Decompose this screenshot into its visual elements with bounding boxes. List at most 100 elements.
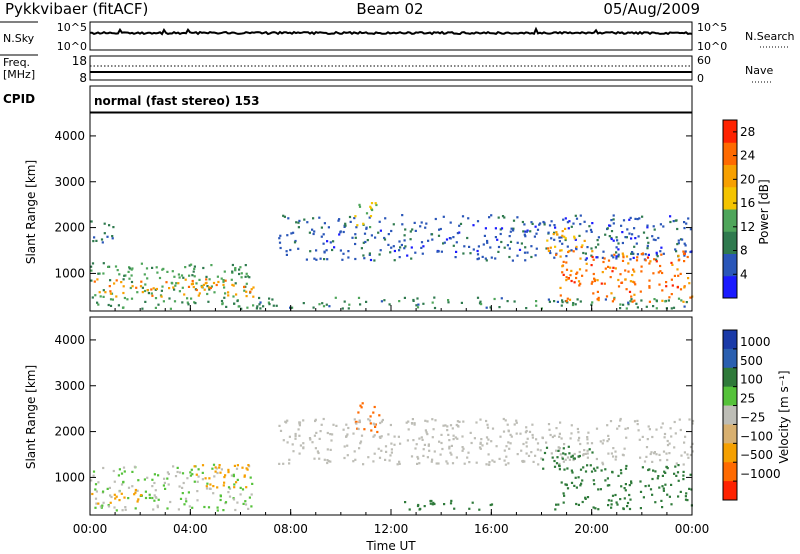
heatmap-cell (534, 454, 537, 457)
velocity-y-axis-label: Slant Range [km] (24, 365, 38, 469)
heatmap-cell (509, 230, 512, 233)
heatmap-cell (562, 452, 565, 455)
heatmap-cell (456, 420, 459, 423)
velocity-ytick-label: 3000 (54, 379, 85, 393)
heatmap-cell (556, 233, 559, 236)
heatmap-cell (162, 484, 165, 487)
heatmap-cell (553, 300, 556, 303)
heatmap-cell (195, 282, 198, 285)
heatmap-cell (485, 419, 488, 423)
heatmap-cell (573, 281, 576, 284)
heatmap-cell (157, 498, 160, 501)
heatmap-cell (94, 506, 97, 509)
heatmap-cell (433, 296, 436, 299)
heatmap-cell (453, 507, 456, 510)
heatmap-cell (617, 278, 620, 282)
heatmap-cell (485, 259, 488, 262)
heatmap-cell (682, 474, 685, 477)
heatmap-cell (416, 504, 420, 508)
heatmap-cell (109, 304, 113, 307)
heatmap-cell (333, 246, 336, 249)
heatmap-cell (639, 456, 642, 459)
heatmap-cell (610, 452, 613, 455)
heatmap-cell (578, 268, 582, 271)
heatmap-cell (565, 255, 568, 258)
heatmap-cell (143, 273, 146, 276)
heatmap-cell (236, 464, 239, 467)
heatmap-cell (607, 259, 611, 262)
heatmap-cell (558, 462, 561, 466)
heatmap-cell (431, 301, 434, 304)
heatmap-cell (566, 245, 569, 248)
heatmap-cell (553, 459, 556, 463)
heatmap-cell (512, 229, 515, 232)
heatmap-cell (659, 250, 662, 253)
heatmap-cell (196, 499, 199, 502)
heatmap-cell (568, 452, 571, 455)
heatmap-cell (564, 238, 567, 242)
heatmap-cell (596, 279, 599, 282)
heatmap-cell (404, 228, 407, 231)
heatmap-cell (193, 275, 196, 278)
heatmap-cell (197, 468, 200, 471)
heatmap-cell (614, 458, 617, 461)
heatmap-cell (612, 222, 615, 225)
heatmap-cell (590, 470, 594, 473)
heatmap-cell (293, 241, 297, 244)
freq-label-line1: Freq. (3, 56, 30, 69)
heatmap-cell (93, 236, 96, 239)
heatmap-cell (590, 264, 593, 267)
heatmap-cell (162, 300, 165, 303)
heatmap-cell (259, 307, 262, 310)
power-colorbar-swatch (723, 231, 737, 254)
velocity-colorbar-label: Velocity [m s⁻¹] (777, 370, 791, 463)
heatmap-cell (234, 508, 237, 512)
heatmap-cell (96, 301, 99, 304)
heatmap-cell (593, 277, 596, 280)
heatmap-cell (625, 436, 628, 439)
heatmap-cell (243, 289, 246, 292)
heatmap-cell (103, 222, 106, 225)
heatmap-cell (470, 441, 473, 445)
heatmap-cell (95, 239, 98, 242)
heatmap-cell (216, 509, 219, 512)
heatmap-cell (575, 502, 578, 506)
heatmap-cell (512, 227, 515, 230)
heatmap-cell (596, 466, 599, 469)
heatmap-cell (92, 470, 96, 473)
heatmap-cell (574, 303, 577, 306)
heatmap-cell (102, 272, 105, 275)
heatmap-cell (427, 443, 430, 446)
heatmap-cell (604, 298, 607, 301)
power-colorbar-tick-label: 20 (740, 172, 755, 186)
heatmap-cell (558, 240, 561, 243)
heatmap-cell (666, 444, 670, 447)
heatmap-cell (228, 487, 232, 490)
heatmap-cell (676, 286, 679, 289)
heatmap-cell (313, 257, 316, 260)
heatmap-cell (665, 285, 668, 288)
heatmap-cell (326, 448, 329, 451)
heatmap-cell (561, 299, 564, 302)
heatmap-cell (294, 239, 297, 243)
power-colorbar-swatch (723, 209, 737, 232)
heatmap-cell (159, 294, 163, 297)
heatmap-cell (423, 505, 426, 508)
xtick-label: 00:00 (675, 522, 710, 536)
heatmap-cell (374, 202, 377, 205)
heatmap-cell (416, 306, 420, 309)
heatmap-cell (415, 304, 418, 307)
heatmap-cell (357, 296, 361, 299)
heatmap-cell (681, 238, 684, 241)
heatmap-cell (341, 258, 344, 261)
heatmap-cell (679, 490, 682, 493)
heatmap-cell (240, 272, 243, 275)
heatmap-cell (312, 217, 315, 220)
heatmap-cell (616, 239, 619, 242)
heatmap-cell (409, 230, 412, 233)
heatmap-cell (619, 469, 623, 472)
heatmap-cell (503, 246, 506, 249)
heatmap-cell (108, 486, 111, 489)
heatmap-cell (618, 425, 621, 428)
heatmap-cell (360, 406, 363, 409)
